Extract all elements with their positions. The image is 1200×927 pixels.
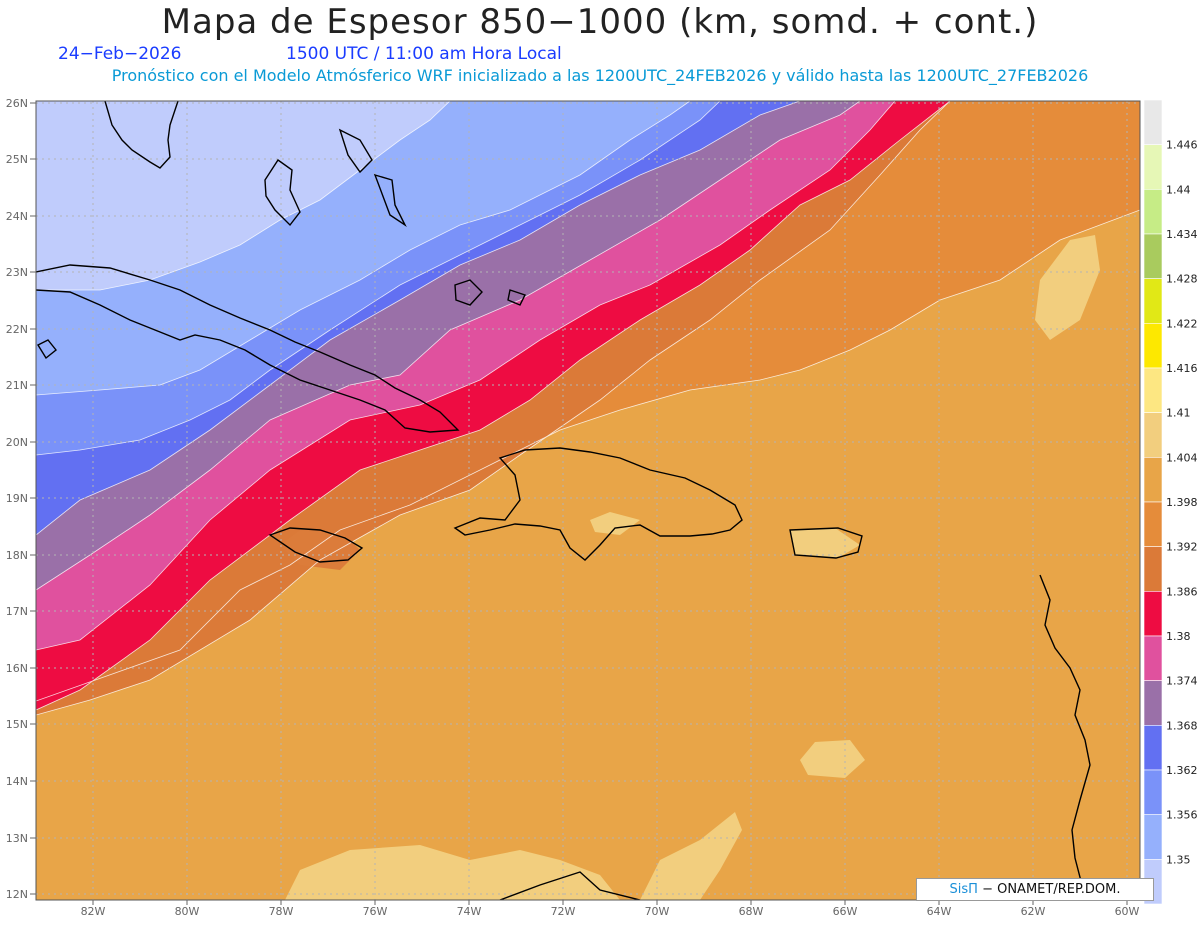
lat-label: 22N: [6, 323, 28, 336]
legend-label: 1.368: [1166, 719, 1198, 732]
legend-swatch: [1143, 546, 1163, 592]
coastlines: [36, 101, 1091, 900]
legend-label: 1.404: [1166, 451, 1198, 464]
legend-label: 1.44: [1166, 183, 1191, 196]
map-frame: [35, 100, 1141, 901]
legend-swatch: [1143, 99, 1163, 145]
florida-coast: [104, 101, 179, 169]
latitude-labels: 26N 25N 24N 23N 22N 21N 20N 19N 18N 17N …: [6, 97, 28, 901]
lat-label: 16N: [6, 662, 28, 675]
legend-swatch: [1143, 323, 1163, 369]
legend-swatch: [1143, 189, 1163, 235]
south-america-coast: [499, 871, 641, 900]
hispaniola-coast: [453, 447, 743, 561]
legend-swatch: [1143, 814, 1163, 860]
lon-label: 76W: [363, 905, 388, 918]
map-title: Mapa de Espesor 850−1000 (km, somd. + co…: [161, 2, 1039, 42]
thickness-contours: [36, 101, 1140, 716]
legend-swatch: [1143, 457, 1163, 503]
lon-label: 66W: [833, 905, 858, 918]
legend-swatch: [1143, 591, 1163, 637]
legend-swatch: [1143, 233, 1163, 279]
lon-label: 82W: [81, 905, 106, 918]
lon-label: 70W: [645, 905, 670, 918]
legend-swatch: [1143, 725, 1163, 771]
thickness-bands: [36, 101, 1140, 900]
lat-label: 26N: [6, 97, 28, 110]
lat-label: 23N: [6, 266, 28, 279]
legend-label: 1.386: [1166, 585, 1198, 598]
lat-label: 24N: [6, 210, 28, 223]
legend-label: 1.422: [1166, 317, 1198, 330]
lat-label: 25N: [6, 153, 28, 166]
legend-swatch: [1143, 635, 1163, 681]
lat-label: 18N: [6, 549, 28, 562]
lat-label: 20N: [6, 436, 28, 449]
lon-label: 80W: [175, 905, 200, 918]
lat-label: 15N: [6, 718, 28, 731]
credit-text: − ONAMET/REP.DOM.: [977, 882, 1121, 897]
legend-swatch: [1143, 501, 1163, 547]
legend-label: 1.428: [1166, 273, 1198, 286]
lon-label: 78W: [269, 905, 294, 918]
lon-label: 62W: [1021, 905, 1046, 918]
longitude-labels: 82W 80W 78W 76W 74W 72W 70W 68W 66W 64W …: [81, 905, 1140, 918]
legend-label: 1.362: [1166, 764, 1198, 777]
lat-label: 13N: [6, 832, 28, 845]
lesser-antilles-coast: [1039, 574, 1091, 886]
legend-swatch: [1143, 412, 1163, 458]
lon-label: 72W: [551, 905, 576, 918]
legend-label: 1.434: [1166, 228, 1198, 241]
lon-label: 64W: [927, 905, 952, 918]
bahamas-eleuthera: [373, 173, 407, 228]
lon-label: 68W: [739, 905, 764, 918]
forecast-time: 1500 UTC / 11:00 am Hora Local: [286, 44, 562, 64]
legend-swatch: [1143, 367, 1163, 413]
lon-label: 74W: [457, 905, 482, 918]
jamaica-coast: [268, 527, 364, 563]
legend-label: 1.374: [1166, 675, 1198, 688]
legend-label: 1.38: [1166, 630, 1191, 643]
forecast-date: 24−Feb−2026: [58, 44, 182, 64]
lat-label: 14N: [6, 775, 28, 788]
model-info: Pronóstico con el Modelo Atmósferico WRF…: [111, 66, 1089, 85]
credit-brand: SisΠ: [949, 882, 978, 897]
lat-ticks: [30, 102, 36, 895]
cuba-coast: [36, 264, 460, 433]
lat-label: 12N: [6, 888, 28, 901]
legend-label: 1.356: [1166, 809, 1198, 822]
bahamas-andros: [264, 159, 301, 227]
legend-label: 1.398: [1166, 496, 1198, 509]
legend-swatch: [1143, 144, 1163, 190]
legend-label: 1.41: [1166, 407, 1191, 420]
turks-caicos: [507, 289, 526, 306]
legend-label: 1.392: [1166, 541, 1198, 554]
legend-label: 1.35: [1166, 853, 1191, 866]
lon-label: 60W: [1115, 905, 1140, 918]
puerto-rico-coast: [789, 527, 863, 559]
legend-label: 1.416: [1166, 362, 1198, 375]
legend-label: 1.446: [1166, 139, 1198, 152]
legend-swatch: [1143, 680, 1163, 726]
legend-swatch: [1143, 278, 1163, 324]
lat-label: 19N: [6, 492, 28, 505]
isla-juventud: [37, 339, 57, 360]
bahamas-inagua: [454, 279, 483, 306]
legend-swatch: [1143, 769, 1163, 815]
lat-label: 17N: [6, 605, 28, 618]
lat-label: 21N: [6, 379, 28, 392]
bahamas-abaco: [338, 128, 373, 174]
color-legend: 1.35 1.356 1.362 1.368 1.374 1.38 1.386 1.392 1.…: [1143, 99, 1198, 905]
credit-label: SisΠ − ONAMET/REP.DOM.: [916, 878, 1154, 901]
